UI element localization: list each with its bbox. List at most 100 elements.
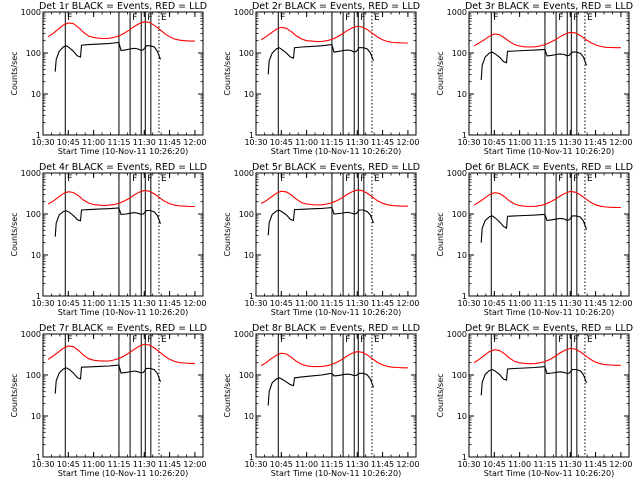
y-tick-label: 1 (462, 131, 467, 140)
series-line-events (54, 41, 162, 72)
chart-panel-7: Det 7r BLACK = Events, RED = LLD 1 10 100 10… (10, 323, 207, 478)
event-marker-label: F (558, 335, 563, 345)
event-marker-label: F (147, 335, 152, 345)
y-tick-label: 10 (244, 251, 254, 260)
x-tick-label: 11:15 (320, 138, 343, 147)
x-tick-label: 10:30 (244, 138, 267, 147)
x-tick-label: 11:30 (346, 299, 369, 308)
chart-title: Det 9r BLACK = Events, RED = LLD (465, 323, 633, 334)
chart-title: Det 4r BLACK = Events, RED = LLD (39, 162, 207, 173)
event-marker-label: F (573, 174, 578, 184)
plot-frame (255, 172, 417, 297)
x-tick-label: 11:30 (133, 138, 156, 147)
y-tick-label: 100 (452, 371, 467, 380)
x-axis-label: Start Time (10-Nov-11 10:26:20) (484, 469, 614, 478)
x-tick-label: 12:00 (609, 299, 632, 308)
event-marker-label: F (132, 13, 137, 23)
x-tick-label: 11:00 (508, 138, 531, 147)
event-marker-label: E (161, 335, 167, 345)
x-tick-label: 10:45 (57, 460, 80, 469)
x-axis-label: Start Time (10-Nov-11 10:26:20) (271, 469, 401, 478)
series-line-lld (473, 190, 621, 209)
y-axis-label: Counts/sec (436, 212, 445, 256)
event-marker-label: F (132, 335, 137, 345)
plot-frame (468, 333, 630, 458)
y-tick-label: 1 (249, 131, 254, 140)
x-tick-label: 11:45 (158, 460, 181, 469)
y-tick-label: 1000 (447, 330, 467, 339)
y-axis-label: Counts/sec (223, 212, 232, 256)
x-tick-label: 11:45 (158, 299, 181, 308)
y-tick-label: 1000 (234, 169, 254, 178)
x-tick-label: 12:00 (609, 138, 632, 147)
x-tick-label: 11:00 (82, 138, 105, 147)
series-line-events (480, 366, 588, 396)
event-marker-label: F (573, 335, 578, 345)
series-line-lld (47, 189, 195, 208)
event-marker-label: E (161, 13, 167, 23)
chart-title: Det 7r BLACK = Events, RED = LLD (39, 323, 207, 334)
series-line-lld (260, 351, 408, 369)
series-line-lld (260, 189, 408, 207)
x-tick-label: 12:00 (396, 460, 419, 469)
y-axis-label: Counts/sec (223, 51, 232, 95)
x-tick-label: 11:00 (295, 299, 318, 308)
y-tick-label: 100 (26, 371, 41, 380)
y-tick-label: 1000 (21, 169, 41, 178)
event-marker-label: F (147, 13, 152, 23)
event-marker-label: F (280, 335, 285, 345)
y-tick-label: 10 (457, 412, 467, 421)
x-tick-label: 10:30 (457, 460, 480, 469)
x-tick-label: 11:45 (371, 138, 394, 147)
y-tick-label: 10 (244, 90, 254, 99)
chart-panel-4: Det 4r BLACK = Events, RED = LLD 1 10 100 10… (10, 162, 207, 317)
x-tick-label: 10:30 (457, 299, 480, 308)
x-tick-label: 12:00 (396, 299, 419, 308)
x-tick-label: 10:45 (57, 299, 80, 308)
event-marker-label: F (132, 174, 137, 184)
y-tick-label: 1000 (21, 330, 41, 339)
y-tick-label: 10 (244, 412, 254, 421)
x-tick-label: 11:45 (584, 460, 607, 469)
y-tick-label: 1000 (21, 8, 41, 17)
y-tick-label: 1 (249, 292, 254, 301)
event-marker-label: F (345, 13, 350, 23)
y-tick-label: 10 (31, 251, 41, 260)
x-tick-label: 11:15 (533, 138, 556, 147)
chart-title: Det 5r BLACK = Events, RED = LLD (252, 162, 420, 173)
x-tick-label: 10:45 (270, 299, 293, 308)
series-line-lld (473, 31, 621, 49)
x-tick-label: 12:00 (396, 138, 419, 147)
x-axis-label: Start Time (10-Nov-11 10:26:20) (484, 147, 614, 156)
plot-frame (468, 172, 630, 297)
x-tick-label: 11:00 (508, 299, 531, 308)
y-tick-label: 100 (239, 371, 254, 380)
event-marker-label: F (67, 335, 72, 345)
plot-frame (255, 333, 417, 458)
x-tick-label: 11:30 (133, 460, 156, 469)
y-tick-label: 10 (31, 90, 41, 99)
x-tick-label: 11:15 (320, 460, 343, 469)
plot-frame (42, 172, 204, 297)
x-tick-label: 10:45 (483, 299, 506, 308)
x-tick-label: 10:30 (31, 299, 54, 308)
x-tick-label: 11:30 (133, 299, 156, 308)
plot-frame (255, 11, 417, 136)
y-axis-label: Counts/sec (10, 212, 19, 256)
y-tick-label: 1000 (447, 8, 467, 17)
y-tick-label: 10 (457, 251, 467, 260)
x-axis-label: Start Time (10-Nov-11 10:26:20) (271, 147, 401, 156)
x-tick-label: 11:45 (584, 138, 607, 147)
x-axis-label: Start Time (10-Nov-11 10:26:20) (58, 308, 188, 317)
y-axis-label: Counts/sec (10, 373, 19, 417)
y-axis-label: Counts/sec (223, 373, 232, 417)
plot-frame (468, 11, 630, 136)
y-tick-label: 1000 (447, 169, 467, 178)
chart-title: Det 8r BLACK = Events, RED = LLD (252, 323, 420, 334)
y-tick-label: 1 (462, 292, 467, 301)
y-axis-label: Counts/sec (10, 51, 19, 95)
y-tick-label: 100 (452, 210, 467, 219)
y-tick-label: 100 (239, 49, 254, 58)
event-marker-label: E (587, 174, 593, 184)
event-marker-label: F (493, 13, 498, 23)
